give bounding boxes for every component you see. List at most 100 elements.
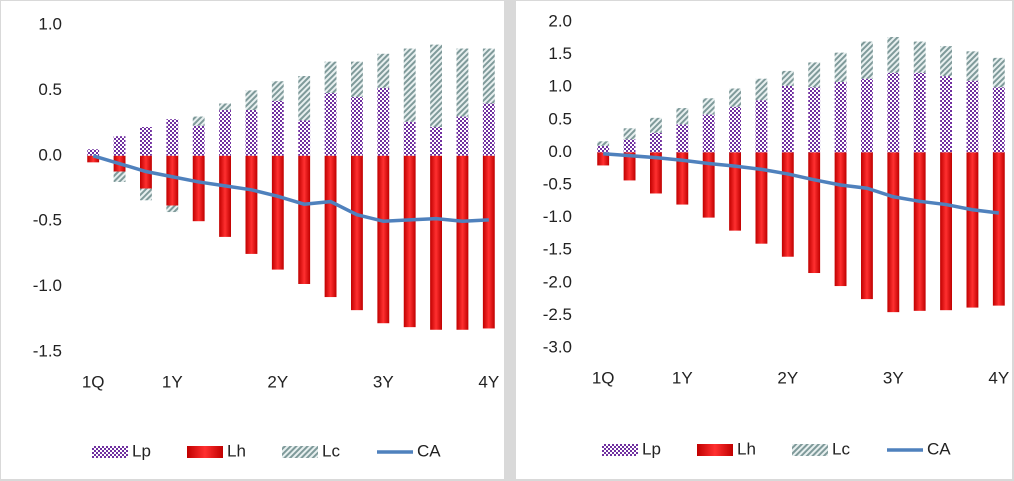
bar — [597, 141, 610, 146]
bar — [351, 61, 363, 97]
bar — [430, 127, 442, 156]
bar — [403, 121, 416, 156]
bar — [166, 205, 179, 213]
bar — [834, 52, 847, 82]
legend-marker — [602, 444, 638, 456]
bar — [377, 87, 390, 156]
y-tick-label: -1.0 — [543, 207, 572, 226]
bar — [351, 155, 363, 311]
bar — [298, 76, 311, 121]
bar — [298, 155, 311, 284]
bar — [140, 188, 152, 201]
bar — [808, 152, 821, 274]
bar — [166, 119, 179, 156]
bar — [676, 108, 689, 125]
bar — [992, 57, 1005, 88]
y-tick-label: -1.0 — [33, 276, 62, 295]
bar — [219, 110, 231, 156]
bar — [755, 100, 768, 153]
bar — [271, 81, 284, 101]
bar — [887, 152, 900, 313]
bar — [992, 87, 1005, 153]
bar — [482, 48, 495, 104]
legend-label: Lc — [832, 439, 850, 458]
bar — [834, 152, 847, 287]
bar — [324, 61, 337, 94]
bar — [650, 132, 662, 153]
bar — [913, 152, 926, 311]
bar — [324, 155, 337, 298]
bar — [245, 155, 258, 254]
bar — [913, 72, 926, 153]
bar — [966, 51, 979, 81]
bar — [456, 116, 469, 156]
x-tick-label: 3Y — [883, 368, 904, 387]
bar — [430, 155, 442, 330]
bar — [702, 98, 715, 115]
bar — [623, 139, 636, 153]
bar — [597, 145, 610, 153]
y-tick-label: -1.5 — [33, 341, 62, 360]
bar — [219, 103, 231, 111]
bar — [113, 171, 126, 182]
y-tick-label: -3.0 — [543, 337, 572, 356]
bar — [219, 155, 231, 237]
bar — [702, 114, 715, 153]
bar — [482, 155, 495, 329]
bar — [913, 41, 926, 73]
bar — [87, 149, 100, 156]
bar — [482, 103, 495, 156]
bar — [113, 136, 126, 156]
bar — [887, 36, 900, 73]
legend-marker — [92, 446, 128, 458]
y-tick-label: 0.5 — [38, 80, 62, 99]
x-tick-label: 3Y — [373, 372, 394, 391]
bar — [192, 155, 205, 222]
y-tick-label: -0.5 — [543, 174, 572, 193]
bar — [676, 152, 689, 205]
x-tick-label: 4Y — [478, 372, 499, 391]
bar — [940, 76, 952, 153]
bar — [430, 44, 442, 128]
bar — [729, 106, 741, 153]
bar — [456, 48, 469, 117]
bar — [861, 152, 873, 300]
bar — [861, 78, 873, 153]
bar — [781, 152, 794, 257]
bar — [650, 117, 662, 133]
legend-marker — [697, 444, 733, 456]
y-tick-label: 2.0 — [548, 11, 572, 30]
y-tick-label: 0.0 — [548, 142, 572, 161]
legend-label: Lh — [227, 441, 246, 460]
bar — [755, 152, 768, 244]
bar — [192, 116, 205, 126]
bar — [377, 155, 390, 324]
y-tick-label: -2.0 — [543, 272, 572, 291]
legend-label: Lp — [642, 439, 661, 458]
bar — [650, 152, 662, 194]
bar — [781, 85, 794, 153]
x-tick-label: 1Q — [592, 368, 615, 387]
bar — [781, 70, 794, 86]
legend-marker — [282, 446, 318, 458]
bar — [245, 110, 258, 156]
y-tick-label: 1.0 — [38, 14, 62, 33]
bar — [271, 100, 284, 156]
bar — [298, 120, 311, 156]
x-tick-label: 1Q — [82, 372, 105, 391]
bar — [623, 128, 636, 140]
line — [92, 154, 489, 223]
bar — [324, 93, 337, 156]
bar — [676, 124, 689, 153]
y-tick-label: 0.0 — [38, 145, 62, 164]
legend-label: Lp — [132, 441, 151, 460]
bar — [940, 46, 952, 77]
bar — [729, 88, 741, 107]
legend-marker — [792, 444, 828, 456]
legend-marker — [187, 446, 223, 458]
x-tick-label: 2Y — [267, 372, 288, 391]
legend-label: CA — [417, 441, 441, 460]
bar — [808, 62, 821, 88]
x-tick-label: 4Y — [988, 368, 1009, 387]
